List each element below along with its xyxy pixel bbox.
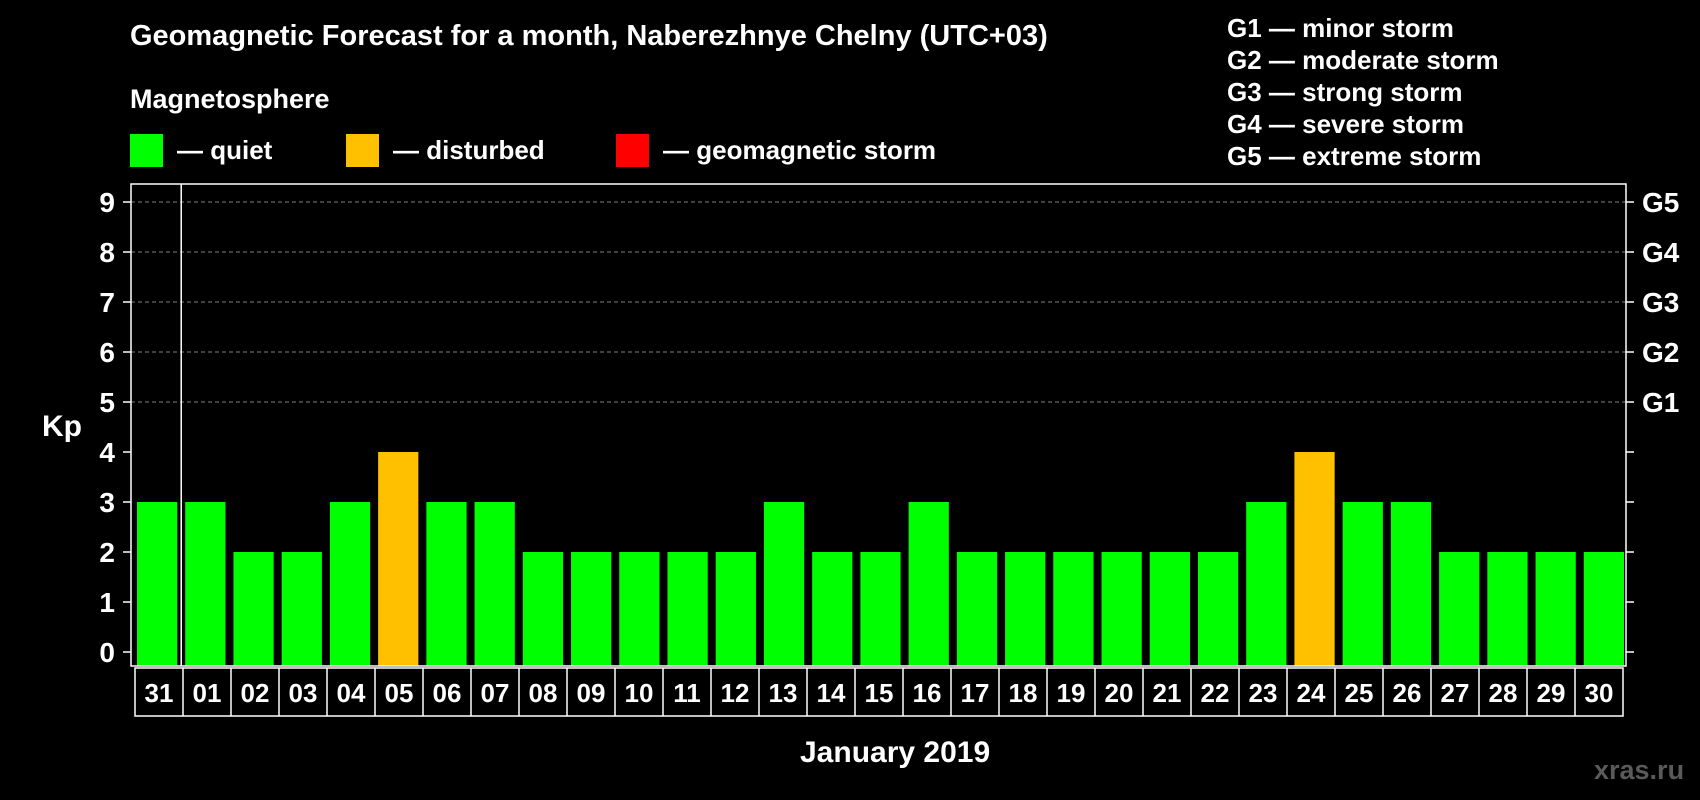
y-tick-label-5: 5 xyxy=(99,387,115,418)
y-axis-label: Kp xyxy=(42,410,82,443)
bar-19 xyxy=(1053,552,1094,666)
bar-23 xyxy=(1246,502,1287,666)
bar-10 xyxy=(619,552,660,666)
bar-01 xyxy=(185,502,226,666)
bar-03 xyxy=(281,552,322,666)
bar-30 xyxy=(1583,552,1624,666)
bar-27 xyxy=(1439,552,1480,666)
x-tick-label-25: 25 xyxy=(1345,678,1374,708)
x-tick-label-22: 22 xyxy=(1201,678,1230,708)
bar-18 xyxy=(1005,552,1046,666)
x-tick-label-04: 04 xyxy=(337,678,366,708)
bar-15 xyxy=(860,552,901,666)
x-tick-label-02: 02 xyxy=(241,678,270,708)
storm-level-label-g5: G5 xyxy=(1642,187,1679,218)
x-tick-label-29: 29 xyxy=(1537,678,1566,708)
chart-subtitle: Magnetosphere xyxy=(130,84,330,114)
x-tick-label-20: 20 xyxy=(1105,678,1134,708)
bar-17 xyxy=(956,552,998,666)
legend-swatch-storm xyxy=(616,134,649,167)
x-tick-label-21: 21 xyxy=(1153,678,1182,708)
bar-22 xyxy=(1197,552,1239,666)
storm-legend-g3: G3 — strong storm xyxy=(1227,77,1463,107)
legend-swatch-quiet xyxy=(130,134,163,167)
y-tick-label-8: 8 xyxy=(99,237,115,268)
watermark: xras.ru xyxy=(1594,755,1685,785)
bar-05 xyxy=(378,452,419,666)
x-label-frame xyxy=(134,667,1624,717)
bar-09 xyxy=(571,552,612,666)
x-tick-label-23: 23 xyxy=(1249,678,1278,708)
y-tick-label-4: 4 xyxy=(99,437,115,468)
x-tick-label-27: 27 xyxy=(1441,678,1470,708)
bar-12 xyxy=(715,552,756,666)
x-tick-label-01: 01 xyxy=(193,678,222,708)
x-tick-label-18: 18 xyxy=(1009,678,1038,708)
x-axis-label: January 2019 xyxy=(800,736,991,769)
storm-level-label-g1: G1 xyxy=(1642,387,1679,418)
bar-20 xyxy=(1101,552,1142,666)
storm-level-label-g3: G3 xyxy=(1642,287,1679,318)
legend-label-disturbed: — disturbed xyxy=(393,135,545,165)
x-tick-label-16: 16 xyxy=(913,678,942,708)
x-tick-label-17: 17 xyxy=(961,678,990,708)
y-tick-label-6: 6 xyxy=(99,337,115,368)
bar-24 xyxy=(1294,452,1335,666)
bar-31 xyxy=(137,502,178,666)
y-tick-label-3: 3 xyxy=(99,487,115,518)
bar-29 xyxy=(1535,552,1576,666)
y-tick-label-9: 9 xyxy=(99,187,115,218)
x-tick-label-24: 24 xyxy=(1297,678,1326,708)
legend-swatch-disturbed xyxy=(346,134,379,167)
storm-level-label-g2: G2 xyxy=(1642,337,1679,368)
y-tick-label-1: 1 xyxy=(99,587,115,618)
y-tick-label-7: 7 xyxy=(99,287,115,318)
x-tick-label-06: 06 xyxy=(433,678,462,708)
bar-02 xyxy=(233,552,274,666)
x-tick-label-28: 28 xyxy=(1489,678,1518,708)
x-tick-label-30: 30 xyxy=(1585,678,1614,708)
x-tick-label-05: 05 xyxy=(385,678,414,708)
x-tick-label-08: 08 xyxy=(529,678,558,708)
storm-legend-g1: G1 — minor storm xyxy=(1227,13,1454,43)
x-tick-label-09: 09 xyxy=(577,678,606,708)
bar-16 xyxy=(908,502,949,666)
x-tick-label-19: 19 xyxy=(1057,678,1086,708)
x-tick-label-11: 11 xyxy=(673,678,701,708)
legend-label-quiet: — quiet xyxy=(177,135,273,165)
bar-04 xyxy=(329,502,371,666)
bar-08 xyxy=(522,552,564,666)
bar-26 xyxy=(1390,502,1432,666)
plot-frame xyxy=(130,183,1627,667)
x-tick-label-14: 14 xyxy=(817,678,846,708)
y-tick-label-2: 2 xyxy=(99,537,115,568)
legend-label-storm: — geomagnetic storm xyxy=(663,135,937,165)
bar-21 xyxy=(1149,552,1190,666)
x-tick-label-26: 26 xyxy=(1393,678,1422,708)
bar-13 xyxy=(763,502,805,666)
storm-legend-g5: G5 — extreme storm xyxy=(1227,141,1482,171)
x-tick-label-07: 07 xyxy=(481,678,510,708)
bar-14 xyxy=(812,552,853,666)
x-tick-label-31: 31 xyxy=(145,678,174,708)
x-tick-label-15: 15 xyxy=(865,678,894,708)
bar-07 xyxy=(474,502,515,666)
x-tick-label-12: 12 xyxy=(721,678,750,708)
y-tick-label-0: 0 xyxy=(99,637,115,668)
storm-legend-g4: G4 — severe storm xyxy=(1227,109,1465,139)
storm-level-label-g4: G4 xyxy=(1642,237,1680,268)
x-tick-label-13: 13 xyxy=(769,678,798,708)
chart-title: Geomagnetic Forecast for a month, Nabere… xyxy=(130,20,1048,52)
bar-25 xyxy=(1342,502,1383,666)
x-tick-label-10: 10 xyxy=(625,678,654,708)
x-tick-label-03: 03 xyxy=(289,678,318,708)
bar-06 xyxy=(426,502,467,666)
bar-28 xyxy=(1487,552,1528,666)
storm-legend-g2: G2 — moderate storm xyxy=(1227,45,1499,75)
bar-11 xyxy=(667,552,708,666)
